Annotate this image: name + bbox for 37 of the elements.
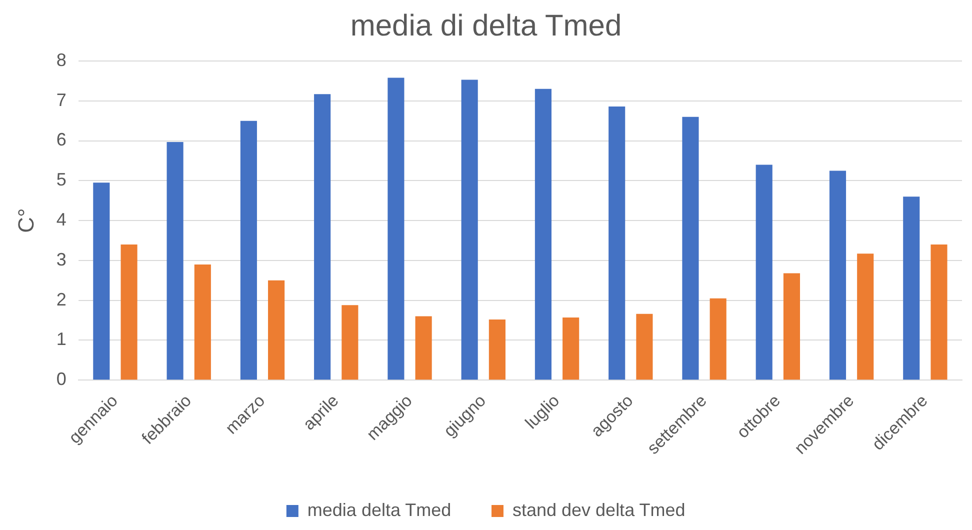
y-tick-label: 5 (56, 170, 66, 190)
chart-title: media di delta Tmed (350, 9, 622, 42)
y-tick-label: 3 (56, 249, 66, 270)
bar (710, 298, 726, 380)
bar (415, 316, 432, 380)
bar (756, 164, 772, 380)
y-tick-label: 2 (56, 289, 66, 310)
bar (166, 142, 184, 380)
bar (903, 196, 920, 380)
bar (488, 319, 506, 380)
bar (461, 80, 478, 380)
y-tick-label: 6 (56, 130, 66, 150)
bar (194, 264, 211, 380)
legend-label: media delta Tmed (307, 500, 452, 520)
bar (93, 182, 110, 380)
bar (120, 244, 138, 380)
bar (240, 120, 257, 380)
bar (608, 106, 626, 380)
bar (314, 94, 331, 380)
bar (857, 254, 874, 380)
bar (562, 317, 580, 380)
bar (829, 170, 846, 380)
y-tick-label: 0 (56, 369, 66, 390)
bar (682, 116, 699, 380)
y-tick-label: 8 (56, 50, 66, 70)
bar (268, 280, 285, 380)
y-tick-label: 7 (56, 90, 66, 110)
legend-label: stand dev delta Tmed (512, 500, 686, 520)
bar (783, 273, 800, 380)
y-tick-label: 1 (56, 329, 66, 350)
bar (930, 244, 948, 380)
bar (636, 314, 653, 380)
bar (388, 78, 404, 380)
bar (342, 305, 358, 380)
y-axis-title: C° (13, 208, 38, 233)
bar (534, 88, 552, 380)
y-tick-label: 4 (56, 210, 66, 230)
